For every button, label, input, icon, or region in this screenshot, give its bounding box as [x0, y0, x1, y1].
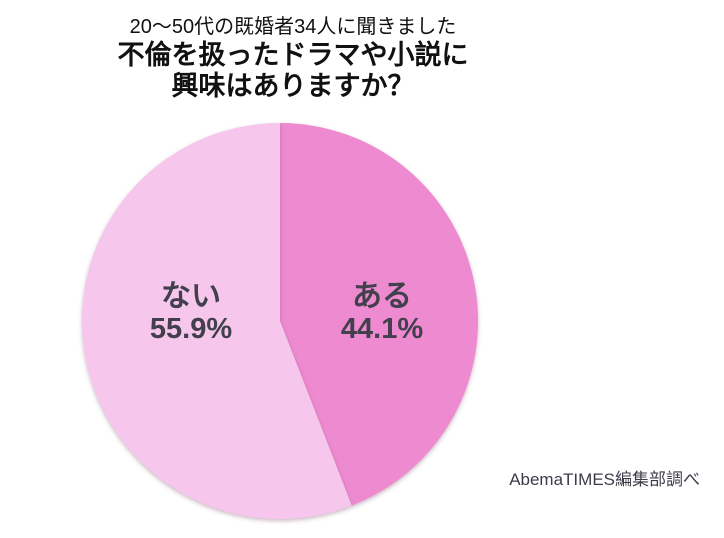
chart-title-block: 20〜50代の既婚者34人に聞きました 不倫を扱ったドラマや小説に 興味はありま…	[118, 14, 469, 102]
chart-title-line2: 興味はありますか？	[171, 71, 415, 101]
source-attribution: AbemaTIMES編集部調べ	[509, 470, 700, 489]
pie-slice-1	[81, 123, 352, 519]
pie-label-aru-percent: 44.1%	[340, 313, 424, 345]
pie-label-aru: ある 44.1%	[341, 280, 423, 346]
chart-title-line1: 不倫を扱ったドラマや小説に	[117, 40, 469, 70]
pie-label-aru-text: ある	[351, 280, 412, 313]
pie-label-nai-text: ない	[160, 280, 221, 313]
chart-subtitle: 20〜50代の既婚者34人に聞きました	[129, 16, 457, 38]
pie-label-nai: ない 55.9%	[150, 280, 232, 346]
pie-label-nai-percent: 55.9%	[149, 313, 233, 345]
pie-slice-0	[280, 123, 478, 506]
